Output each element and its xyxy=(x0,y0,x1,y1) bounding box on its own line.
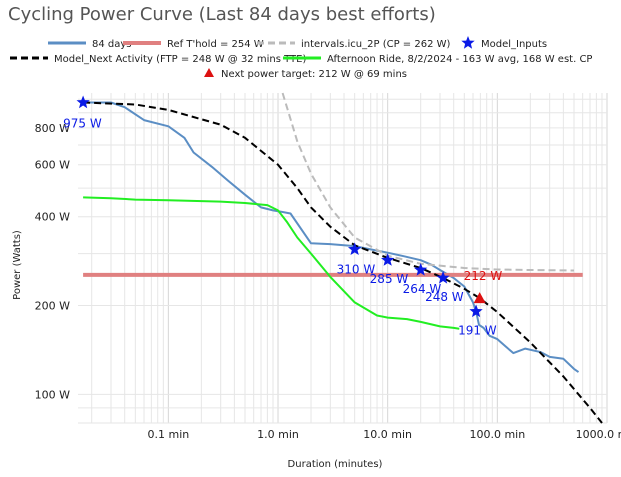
x-tick-label: 0.1 min xyxy=(147,428,189,441)
series-line xyxy=(83,101,580,373)
legend-label: 84 days xyxy=(92,39,132,50)
point-label: 285 W xyxy=(370,272,409,286)
legend-label: Next power target: 212 W @ 69 mins xyxy=(221,69,407,80)
legend-label: intervals.icu_2P (CP = 262 W) xyxy=(301,39,451,50)
legend-item: Model_Inputs xyxy=(461,36,547,50)
legend-label: Model_Next Activity (FTP = 248 W @ 32 mi… xyxy=(54,54,306,65)
y-tick-label: 800 W xyxy=(35,122,70,135)
model-input-star xyxy=(414,263,428,276)
legend-swatch xyxy=(204,68,214,77)
point-label: 212 W xyxy=(464,269,503,283)
legend-label: Afternoon Ride, 8/2/2024 - 163 W avg, 16… xyxy=(327,54,592,65)
legend-item: Next power target: 212 W @ 69 mins xyxy=(204,68,407,80)
x-tick-label: 100.0 min xyxy=(469,428,525,441)
series-line xyxy=(83,196,460,330)
legend-swatch xyxy=(461,36,475,49)
grid xyxy=(78,93,608,424)
legend-item: Afternoon Ride, 8/2/2024 - 163 W avg, 16… xyxy=(283,54,592,65)
legend: 84 days Ref T'hold = 254 W intervals.icu_2… xyxy=(10,36,592,80)
y-tick-label: 100 W xyxy=(35,388,70,401)
legend-item: Model_Next Activity (FTP = 248 W @ 32 mi… xyxy=(10,54,306,65)
model-input-star xyxy=(436,271,450,284)
point-label: 248 W xyxy=(425,290,464,304)
y-tick-label: 400 W xyxy=(35,211,70,224)
point-label: 191 W xyxy=(458,323,497,337)
model-input-star xyxy=(76,95,90,109)
x-tick-label: 1.0 min xyxy=(257,428,299,441)
series-layer xyxy=(83,92,603,424)
model-input-star xyxy=(469,304,483,318)
point-label: 264 W xyxy=(403,282,442,296)
x-tick-label: 1000.0 min xyxy=(576,428,621,441)
power-target-triangle xyxy=(473,292,486,304)
legend-label: Ref T'hold = 254 W xyxy=(167,39,264,50)
series-line xyxy=(83,101,603,424)
x-axis-label: Duration (minutes) xyxy=(288,459,383,470)
y-tick-label: 200 W xyxy=(35,300,70,313)
axes: 0.1 min 1.0 min 10.0 min 100.0 min 1000.0 mi… xyxy=(35,122,621,441)
legend-item: intervals.icu_2P (CP = 262 W) xyxy=(257,39,451,50)
legend-label: Model_Inputs xyxy=(481,39,547,50)
model-input-star xyxy=(348,242,362,255)
point-label: 975 W xyxy=(63,116,102,130)
point-label: 310 W xyxy=(337,262,376,276)
legend-item: 84 days xyxy=(48,39,132,50)
y-axis-label: Power (Watts) xyxy=(12,230,23,300)
x-tick-label: 10.0 min xyxy=(363,428,412,441)
chart-title: Cycling Power Curve (Last 84 days best e… xyxy=(8,4,436,25)
y-tick-label: 600 W xyxy=(35,159,70,172)
model-input-star xyxy=(381,253,395,266)
legend-item: Ref T'hold = 254 W xyxy=(123,39,264,50)
